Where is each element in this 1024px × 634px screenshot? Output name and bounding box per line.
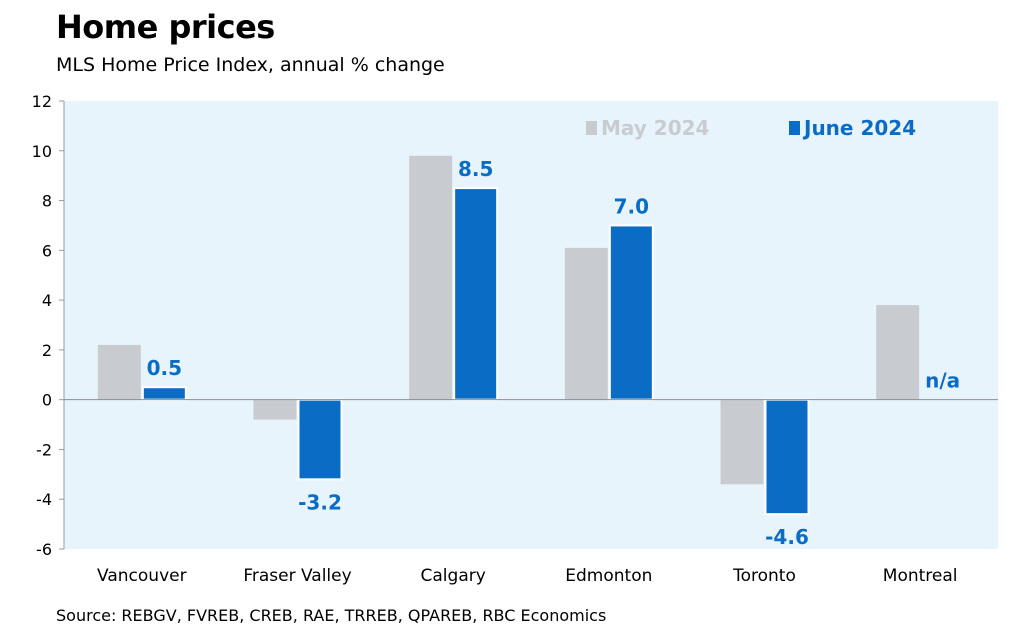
data-label: 8.5 (458, 157, 493, 181)
data-label: 7.0 (614, 194, 649, 218)
y-tick-label: 6 (42, 241, 52, 260)
chart-subtitle: MLS Home Price Index, annual % change (56, 54, 445, 76)
x-category-label: Vancouver (97, 566, 187, 586)
bar-june-2024 (297, 398, 343, 481)
y-tick-label: -6 (36, 540, 52, 559)
bar-june-2024 (453, 187, 499, 401)
x-category-label: Fraser Valley (243, 566, 351, 586)
plot-area (64, 101, 998, 549)
x-category-label: Calgary (421, 566, 486, 586)
y-tick-label: 0 (42, 391, 52, 410)
legend-may-2024-swatch (586, 121, 597, 135)
bar-may-2024 (97, 344, 141, 400)
y-tick-label: 10 (32, 142, 52, 161)
legend-june-2024-swatch (789, 121, 800, 135)
x-category-label: Toronto (732, 566, 796, 586)
legend: May 2024 June 2024 (586, 116, 916, 140)
bar-june-2024 (608, 224, 654, 401)
x-category-label: Montreal (883, 566, 958, 586)
labels-layer: 0.5 -3.2 8.5 7.0 -4.6 n/a (147, 157, 961, 549)
bar-may-2024 (564, 247, 608, 400)
y-tick-label: 2 (42, 341, 52, 360)
data-label: 0.5 (147, 356, 182, 380)
bar-may-2024 (876, 305, 920, 400)
bar-june-2024 (764, 398, 810, 516)
bar-may-2024 (409, 155, 453, 400)
chart-title: Home prices (56, 8, 275, 46)
data-label: -4.6 (765, 525, 809, 549)
bar-may-2024 (253, 399, 297, 420)
data-label: n/a (925, 369, 960, 393)
legend-may-2024-label: May 2024 (601, 116, 709, 140)
y-tick-label: 8 (42, 192, 52, 211)
legend-june-2024-label: June 2024 (802, 116, 916, 140)
y-tick-label: -2 (36, 440, 52, 459)
source-note: Source: REBGV, FVREB, CREB, RAE, TRREB, … (56, 606, 607, 625)
y-tick-label: 12 (32, 92, 52, 111)
y-tick-label: -4 (36, 490, 52, 509)
bars-layer (97, 155, 920, 516)
data-label: -3.2 (298, 490, 342, 514)
axis-layer: 12 10 8 6 4 2 0 -2 -4 -6 Vancouver Fraser Valley Cal… (32, 92, 998, 586)
x-category-label: Edmonton (565, 566, 652, 586)
y-tick-label: 4 (42, 291, 52, 310)
bar-june-2024 (141, 386, 187, 401)
bar-may-2024 (720, 399, 764, 485)
